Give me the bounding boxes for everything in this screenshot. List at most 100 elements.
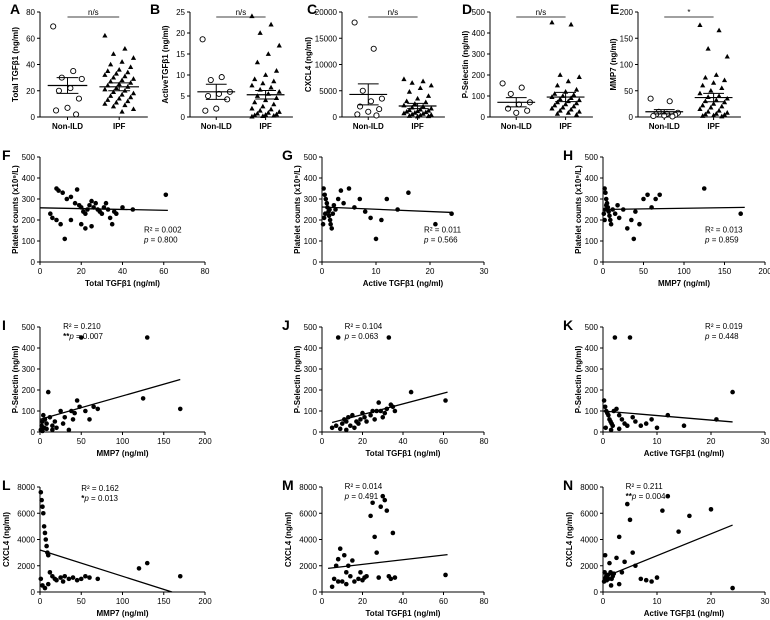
y-tick-label: 0 xyxy=(333,113,338,122)
data-point xyxy=(54,425,59,431)
data-point xyxy=(66,576,72,582)
data-point-open-circle xyxy=(365,108,372,115)
x-tick-label: 30 xyxy=(761,437,770,446)
data-point xyxy=(321,215,327,221)
data-point xyxy=(612,211,618,216)
data-point xyxy=(362,209,368,214)
y-tick-label: 0 xyxy=(594,588,599,597)
data-point-open-circle xyxy=(207,76,214,84)
data-point-triangle xyxy=(702,98,709,104)
data-point xyxy=(83,226,88,231)
x-tick-label: 20 xyxy=(77,267,86,276)
y-tick-label: 0 xyxy=(594,428,599,437)
y-tick-label: 200 xyxy=(472,71,486,80)
data-point xyxy=(95,576,101,582)
data-point-triangle xyxy=(565,78,571,84)
data-point-triangle xyxy=(565,110,571,115)
panel-letter: A xyxy=(10,1,20,17)
data-point-triangle xyxy=(573,112,580,117)
data-point xyxy=(649,417,654,422)
data-point xyxy=(335,579,341,584)
data-point xyxy=(50,215,55,221)
data-point xyxy=(443,398,448,403)
p-value-label: p = 0.491 xyxy=(344,492,379,501)
x-tick-label: 80 xyxy=(201,267,210,276)
x-tick-label: 0 xyxy=(38,267,43,276)
data-point-triangle xyxy=(401,102,407,108)
x-tick-label: 60 xyxy=(159,267,168,276)
data-point-triangle xyxy=(713,97,719,103)
p-symbol: p xyxy=(143,236,151,245)
y-tick-label: 6000 xyxy=(580,509,598,518)
y-tick-label: 0 xyxy=(594,258,599,267)
data-point xyxy=(625,423,630,429)
y-axis-label: Platelet counts (x10⁹/L) xyxy=(293,165,302,254)
data-point xyxy=(74,577,80,583)
data-point-triangle xyxy=(249,13,255,19)
significance-label: n/s xyxy=(388,8,399,17)
data-point xyxy=(329,584,335,590)
data-point-triangle xyxy=(406,107,413,113)
data-point xyxy=(338,188,344,193)
data-point-triangle xyxy=(719,113,725,119)
regression-line xyxy=(39,549,173,593)
data-point xyxy=(701,186,707,191)
p-symbol: p xyxy=(631,492,639,501)
data-point xyxy=(356,421,361,426)
y-tick-label: 4000 xyxy=(580,536,598,545)
data-point-triangle xyxy=(110,103,117,109)
regression-line xyxy=(39,378,181,421)
data-point-triangle xyxy=(260,103,266,109)
data-point-open-circle xyxy=(64,104,71,111)
data-point xyxy=(107,215,113,221)
data-point-open-circle xyxy=(55,87,62,94)
regression-line xyxy=(602,206,745,211)
data-point-open-circle xyxy=(666,98,673,105)
data-point-triangle xyxy=(130,55,137,60)
p-value: = 0.013 xyxy=(91,494,118,503)
data-point-triangle xyxy=(113,85,119,91)
x-axis-label: Active TGFβ1 (ng/ml) xyxy=(644,449,725,458)
data-point-open-circle xyxy=(367,98,375,105)
data-point xyxy=(406,190,411,195)
panel-letter: N xyxy=(563,477,573,493)
data-point-triangle xyxy=(700,82,706,88)
data-point-triangle xyxy=(705,94,711,99)
data-point-triangle xyxy=(713,111,719,116)
data-point-triangle xyxy=(557,96,563,102)
data-point xyxy=(58,221,63,227)
x-category-label: IPF xyxy=(559,122,572,131)
data-point-open-circle xyxy=(78,75,85,82)
p-value-label: **p = 0.004 xyxy=(626,492,666,501)
data-point xyxy=(352,425,357,431)
y-axis-label: P-Selectin (ng/ml) xyxy=(11,345,20,413)
regression-line xyxy=(602,524,733,579)
data-point xyxy=(89,224,94,229)
x-tick-label: 30 xyxy=(480,267,489,276)
data-point-triangle xyxy=(719,85,725,91)
data-point-triangle xyxy=(105,97,111,102)
y-axis-label: CXCL4 (ng/ml) xyxy=(284,512,293,567)
data-point-triangle xyxy=(254,93,261,98)
y-tick-label: 500 xyxy=(22,323,36,332)
data-point-triangle xyxy=(576,97,582,103)
data-point-triangle xyxy=(102,101,108,106)
data-point-open-circle xyxy=(524,107,531,114)
data-point xyxy=(738,211,743,216)
data-point xyxy=(48,211,53,216)
y-axis-label: P-Selectin (ng/ml) xyxy=(293,345,302,413)
data-point-triangle xyxy=(573,100,580,106)
data-point xyxy=(625,226,630,231)
data-point-triangle xyxy=(263,97,269,103)
data-point xyxy=(93,200,98,206)
data-point-triangle xyxy=(271,112,277,118)
data-point xyxy=(633,419,638,424)
data-point xyxy=(62,236,68,242)
data-point-triangle xyxy=(401,76,407,82)
data-point xyxy=(388,576,394,582)
data-point-triangle xyxy=(119,59,125,64)
data-point xyxy=(87,203,92,208)
x-tick-label: 80 xyxy=(480,597,489,606)
x-tick-label: 150 xyxy=(157,437,171,446)
data-point xyxy=(337,426,343,432)
